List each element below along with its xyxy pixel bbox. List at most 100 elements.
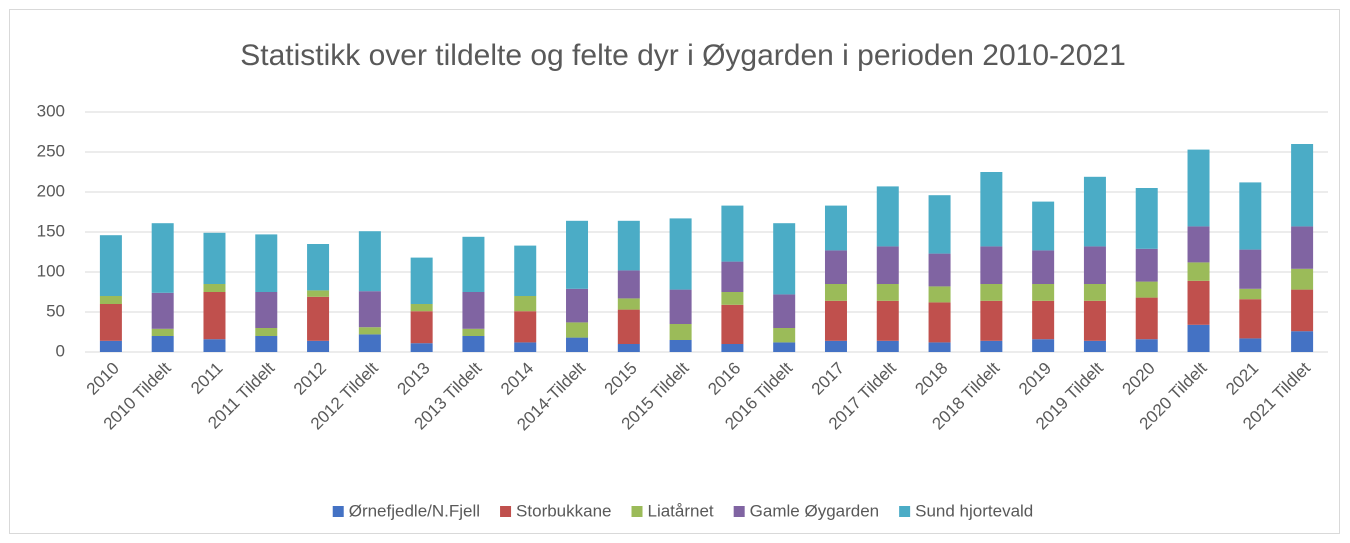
- bar-segment: [462, 292, 485, 329]
- bar-segment: [1291, 289, 1314, 332]
- bar-segment: [980, 300, 1003, 341]
- bar-segment: [410, 343, 433, 352]
- legend-label: Ørnefjedle/N.Fjell: [349, 501, 480, 520]
- bar-segment: [307, 296, 330, 341]
- bar-segment: [1239, 182, 1262, 250]
- bar-segment: [203, 292, 226, 340]
- bar-segment: [566, 220, 589, 289]
- bar-segment: [824, 250, 847, 284]
- bar-segment: [1083, 300, 1106, 341]
- bar-segment: [773, 342, 796, 352]
- bar-segment: [669, 289, 692, 324]
- bar-segment: [566, 322, 589, 338]
- bar-segment: [99, 235, 122, 296]
- bar-segment: [1291, 226, 1314, 269]
- bar-segment: [773, 328, 796, 343]
- bar-segment: [1032, 250, 1055, 284]
- bar-segment: [358, 231, 381, 292]
- bar-segment: [1239, 249, 1262, 289]
- bar-segment: [514, 342, 537, 352]
- bar-segment: [1032, 300, 1055, 340]
- bar-segment: [1032, 284, 1055, 301]
- bar-segment: [669, 340, 692, 352]
- bar-segment: [255, 292, 278, 328]
- bar-segment: [1083, 246, 1106, 284]
- bar-segment: [1083, 176, 1106, 247]
- bar-segment: [410, 304, 433, 312]
- legend-swatch: [733, 506, 745, 517]
- bar-segment: [669, 218, 692, 290]
- bar-segment: [462, 336, 485, 352]
- bar-segment: [99, 296, 122, 304]
- legend-label: Gamle Øygarden: [750, 501, 879, 520]
- bar-segment: [928, 253, 951, 287]
- bar-segment: [307, 244, 330, 291]
- bar-segment: [1083, 284, 1106, 301]
- bar-segment: [617, 220, 640, 271]
- bar-segment: [203, 232, 226, 284]
- bar-segment: [773, 223, 796, 295]
- bar-segment: [980, 284, 1003, 301]
- bar-segment: [1239, 288, 1262, 300]
- chart-title: Statistikk over tildelte og felte dyr i …: [240, 39, 1126, 72]
- bar-segment: [1291, 331, 1314, 352]
- bar-segment: [1135, 281, 1158, 298]
- bar-segment: [1135, 339, 1158, 352]
- bar-segment: [617, 270, 640, 299]
- bar-segment: [721, 344, 744, 352]
- bar-segment: [462, 236, 485, 292]
- bar-segment: [928, 342, 951, 352]
- bar-segment: [255, 234, 278, 292]
- bar-segment: [669, 324, 692, 340]
- y-tick-label: 200: [37, 181, 65, 200]
- y-tick-label: 250: [37, 141, 65, 160]
- bar-segment: [876, 186, 899, 247]
- y-tick-label: 100: [37, 261, 65, 280]
- bar-segment: [255, 336, 278, 352]
- bar-segment: [1187, 262, 1210, 281]
- bar-segment: [255, 328, 278, 336]
- bar-segment: [1187, 149, 1210, 227]
- bar-segment: [876, 284, 899, 301]
- bar-segment: [980, 246, 1003, 284]
- bar-segment: [358, 334, 381, 352]
- bar-segment: [358, 327, 381, 335]
- bar-segment: [980, 340, 1003, 352]
- bar-segment: [721, 292, 744, 305]
- bar-segment: [928, 195, 951, 254]
- y-tick-label: 150: [37, 221, 65, 240]
- bar-segment: [1032, 201, 1055, 251]
- bar-segment: [514, 296, 537, 312]
- bar-segment: [824, 300, 847, 341]
- bar-segment: [410, 311, 433, 344]
- bar-segment: [151, 328, 174, 336]
- bar-segment: [928, 286, 951, 303]
- bar-segment: [773, 294, 796, 328]
- bar-segment: [876, 300, 899, 341]
- bar-segment: [1291, 144, 1314, 227]
- bar-segment: [617, 298, 640, 310]
- bar-segment: [151, 223, 174, 293]
- legend-swatch: [631, 506, 643, 517]
- bar-segment: [1239, 299, 1262, 339]
- bar-segment: [1083, 340, 1106, 352]
- bar-segment: [1187, 324, 1210, 352]
- legend-label: Storbukkane: [516, 501, 611, 520]
- bar-segment: [203, 284, 226, 292]
- bar-segment: [1187, 280, 1210, 325]
- bar-segment: [824, 284, 847, 301]
- bar-segment: [307, 340, 330, 352]
- bar-segment: [307, 290, 330, 297]
- bar-segment: [876, 246, 899, 284]
- bar-segment: [721, 261, 744, 292]
- bar-segment: [99, 304, 122, 341]
- legend-label: Liatårnet: [648, 501, 714, 520]
- bar-segment: [1239, 338, 1262, 352]
- bar-segment: [824, 340, 847, 352]
- bar-segment: [566, 288, 589, 323]
- bar-segment: [824, 205, 847, 251]
- bar-segment: [928, 302, 951, 343]
- legend-swatch: [500, 506, 512, 517]
- bar-segment: [1135, 297, 1158, 340]
